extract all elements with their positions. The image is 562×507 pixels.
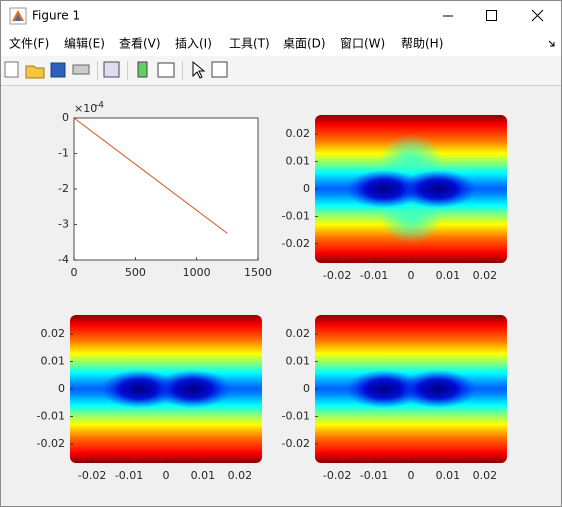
y-tick-label: -2 <box>58 182 69 195</box>
data-line <box>73 117 228 234</box>
app-icon <box>9 7 27 25</box>
y-tick-label: 0.01 <box>41 355 66 368</box>
y-tick-label: 0.02 <box>41 327 66 340</box>
axes: -0.02 -0.01 0 0.01 0.02 -0.02 -0.01 0 0.01 0.02 <box>37 315 262 482</box>
x-tick-label: 0.02 <box>473 469 498 482</box>
y-tick-label: -4 <box>58 253 69 266</box>
y-tick-label: -0.01 <box>37 409 65 422</box>
colorbar-icon[interactable] <box>137 61 148 78</box>
pointer-icon[interactable] <box>192 60 206 79</box>
link-icon[interactable] <box>103 61 120 78</box>
x-tick-label: 0 <box>71 266 78 279</box>
y-tick-label: -0.01 <box>282 209 310 222</box>
y-tick-label: 0 <box>303 382 310 395</box>
exponent-base: ×10 <box>74 102 97 115</box>
heatmap-image <box>315 315 507 463</box>
menu-item[interactable]: 桌面(D) <box>283 37 326 51</box>
y-tick-label: -0.01 <box>282 409 310 422</box>
heatmap-blob <box>100 369 178 409</box>
x-tick-label: -0.02 <box>323 469 351 482</box>
y-tick-label: 0 <box>58 382 65 395</box>
menu-item[interactable]: 工具(T) <box>229 37 270 51</box>
y-tick-label: 0.02 <box>286 327 311 340</box>
x-tick-label: -0.02 <box>323 269 351 282</box>
menu-item[interactable]: 文件(F) <box>9 36 49 51</box>
x-tick-label: 0.01 <box>436 269 461 282</box>
legend-icon[interactable] <box>157 62 175 78</box>
heatmap-blob <box>399 369 477 409</box>
dock-arrow[interactable] <box>548 40 555 47</box>
menu-item[interactable]: 窗口(W) <box>340 37 385 51</box>
y-tick-label: 0 <box>62 111 69 124</box>
x-tick-label: -0.01 <box>360 469 388 482</box>
new-icon[interactable] <box>4 61 19 78</box>
title-bar <box>1 1 561 32</box>
menu-item[interactable]: 编辑(E) <box>64 36 105 51</box>
open-icon[interactable] <box>25 65 45 79</box>
y-tick-label: 0.01 <box>286 155 311 168</box>
x-tick-label: 0.01 <box>191 469 216 482</box>
y-tick-label: 0.01 <box>286 355 311 368</box>
x-tick-label: 0.01 <box>436 469 461 482</box>
x-tick-label: 1500 <box>244 266 272 279</box>
toolbar <box>1 56 561 85</box>
toolbar-icons <box>4 60 228 80</box>
axes: -0.02 -0.01 0 0.01 0.02 -0.02 -0.01 0 0.01 0.02 <box>282 315 507 482</box>
x-tick-label: 500 <box>125 266 146 279</box>
menu-item[interactable]: 帮助(H) <box>401 37 443 51</box>
x-tick-label: 1000 <box>183 266 211 279</box>
heatmap-blob <box>345 369 423 409</box>
x-tick-label: -0.01 <box>115 469 143 482</box>
x-tick-label: -0.02 <box>78 469 106 482</box>
heatmap-blob <box>345 169 423 209</box>
axes: -0.02 -0.01 0 0.01 0.02 -0.02 -0.01 0 0.01 0.02 <box>282 115 507 282</box>
menu-item[interactable]: 插入(I) <box>175 37 212 51</box>
property-icon[interactable] <box>211 61 228 78</box>
exponent: -4 <box>95 101 104 111</box>
heatmap-image <box>315 115 507 263</box>
heatmap-blob <box>399 169 477 209</box>
maximize-button[interactable] <box>486 10 497 21</box>
y-tick-label: -3 <box>58 218 69 231</box>
x-tick-label: 0 <box>163 469 170 482</box>
close-button[interactable] <box>531 9 544 22</box>
y-tick-label: -1 <box>58 147 69 160</box>
x-tick-label: 0.02 <box>228 469 253 482</box>
heatmap-image <box>70 315 262 463</box>
y-tick-label: -0.02 <box>282 437 310 450</box>
y-tick-label: -0.02 <box>282 237 310 250</box>
menu-item[interactable]: 查看(V) <box>119 37 161 51</box>
y-tick-label: 0.02 <box>286 127 311 140</box>
print-icon[interactable] <box>72 64 90 75</box>
window-title: Figure 1 <box>32 9 80 23</box>
x-tick-label: -0.01 <box>360 269 388 282</box>
y-tick-label: 0 <box>303 182 310 195</box>
x-tick-label: 0 <box>408 269 415 282</box>
x-tick-label: 0.02 <box>473 269 498 282</box>
y-tick-label: -0.02 <box>37 437 65 450</box>
menu-bar <box>1 32 561 56</box>
save-icon[interactable] <box>50 62 66 78</box>
x-tick-label: 0 <box>408 469 415 482</box>
heatmap-blob <box>154 369 232 409</box>
